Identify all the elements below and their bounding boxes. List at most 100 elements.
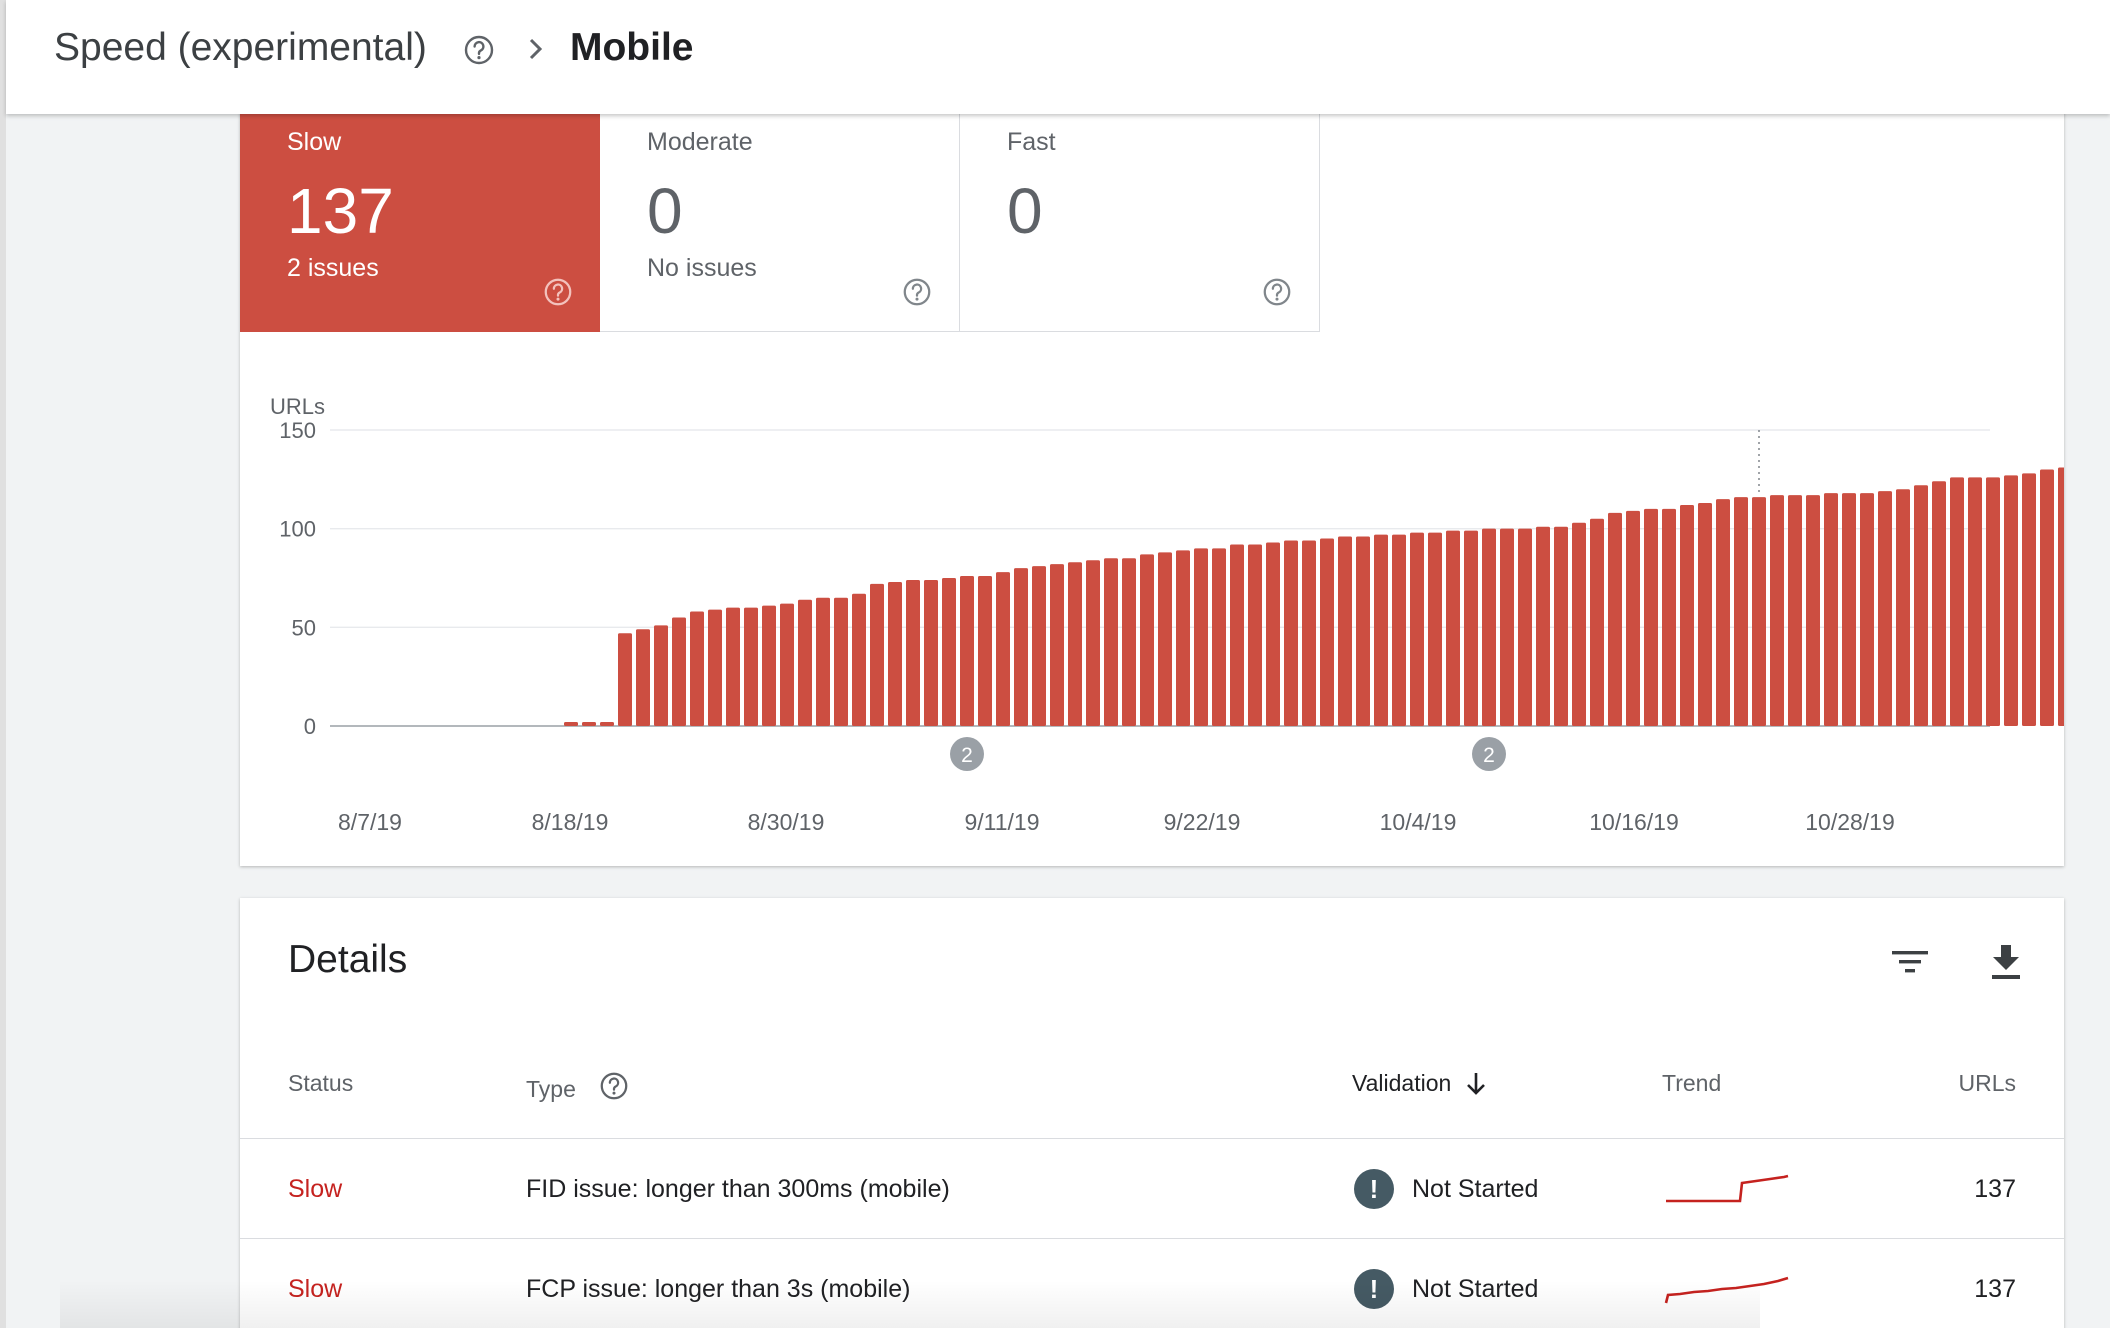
chart-bar bbox=[744, 607, 758, 726]
chart-bar bbox=[834, 597, 848, 726]
details-card: Details Status Type Validation Trend URL… bbox=[240, 898, 2064, 1328]
row-status: Slow bbox=[288, 1274, 343, 1303]
help-icon[interactable] bbox=[901, 276, 933, 313]
chart-bar bbox=[1806, 495, 1820, 726]
chart-bar bbox=[1032, 566, 1046, 726]
row-validation: ! Not Started bbox=[1354, 1139, 1538, 1239]
column-header-validation[interactable]: Validation bbox=[1352, 1070, 1487, 1097]
chart-bar bbox=[1428, 532, 1442, 726]
chart-bar bbox=[1752, 497, 1766, 726]
chart-bar bbox=[924, 579, 938, 726]
chart-bar bbox=[1446, 530, 1460, 726]
chart-bar bbox=[1950, 477, 1964, 726]
chart-bar bbox=[1860, 493, 1874, 726]
row-validation-label: Not Started bbox=[1412, 1174, 1539, 1203]
chart-bar bbox=[1680, 504, 1694, 726]
help-icon[interactable] bbox=[462, 33, 496, 72]
row-validation-label: Not Started bbox=[1412, 1274, 1539, 1303]
chart-bar bbox=[1986, 477, 2000, 726]
row-trend-sparkline bbox=[1660, 1139, 1800, 1239]
chart-bar bbox=[1734, 497, 1748, 726]
chart-bar bbox=[600, 722, 614, 726]
tile-slow[interactable]: Slow 137 2 issues bbox=[240, 114, 600, 332]
y-tick-label: 100 bbox=[279, 517, 316, 542]
y-tick-label: 50 bbox=[292, 615, 316, 640]
tile-moderate-sub: No issues bbox=[647, 254, 757, 282]
x-tick-label: 10/28/19 bbox=[1805, 809, 1895, 835]
row-status: Slow bbox=[288, 1174, 343, 1203]
chart-bar bbox=[1662, 508, 1676, 726]
chevron-right-icon bbox=[524, 34, 548, 69]
chart-bar bbox=[1194, 548, 1208, 726]
tile-moderate[interactable]: Moderate 0 No issues bbox=[600, 114, 960, 332]
chart-bar bbox=[1086, 560, 1100, 726]
chart-bar bbox=[1500, 528, 1514, 726]
column-header-urls: URLs bbox=[1958, 1070, 2016, 1096]
chart-bar bbox=[1464, 530, 1478, 726]
help-icon[interactable] bbox=[542, 276, 574, 313]
chart-bar bbox=[1356, 536, 1370, 726]
chart-bar bbox=[1158, 552, 1172, 726]
y-axis-label: URLs bbox=[270, 394, 325, 419]
breadcrumb-current: Mobile bbox=[570, 26, 694, 69]
chart-bar bbox=[1302, 540, 1316, 726]
chart-bar bbox=[1230, 544, 1244, 726]
annotation-label: 2 bbox=[961, 744, 973, 767]
chart-bar bbox=[1536, 526, 1550, 726]
chart-bar bbox=[816, 597, 830, 726]
chart-bar bbox=[1968, 477, 1982, 726]
tile-fast-label: Fast bbox=[1007, 128, 1056, 156]
breadcrumb-parent[interactable]: Speed (experimental) bbox=[54, 26, 427, 69]
chart-bar bbox=[1896, 489, 1910, 726]
chart-bar bbox=[780, 603, 794, 726]
chart-bar bbox=[1878, 491, 1892, 726]
chart-bar bbox=[672, 617, 686, 726]
help-icon[interactable] bbox=[1261, 276, 1293, 313]
table-row[interactable]: Slow FID issue: longer than 300ms (mobil… bbox=[240, 1138, 2064, 1238]
chart-bar bbox=[618, 633, 632, 726]
chart-bar bbox=[906, 579, 920, 726]
chart-bar bbox=[1392, 534, 1406, 726]
chart-bar bbox=[942, 578, 956, 726]
row-urls: 137 bbox=[1974, 1174, 2016, 1203]
chart-bar bbox=[564, 722, 578, 726]
details-title: Details bbox=[288, 938, 408, 981]
annotation-marker bbox=[950, 737, 984, 771]
chart-bar bbox=[1212, 548, 1226, 726]
chart-bar bbox=[852, 593, 866, 726]
chart-bar bbox=[978, 576, 992, 726]
tile-fast-count: 0 bbox=[1007, 175, 1043, 247]
chart-bar bbox=[708, 609, 722, 726]
chart-bar bbox=[1284, 540, 1298, 726]
table-row[interactable]: Slow FCP issue: longer than 3s (mobile) … bbox=[240, 1238, 2064, 1328]
chart-bar bbox=[888, 581, 902, 726]
annotation-marker bbox=[1472, 737, 1506, 771]
tile-fast[interactable]: Fast 0 bbox=[960, 114, 1320, 332]
download-button[interactable] bbox=[1976, 932, 2036, 992]
sort-arrow-down-icon bbox=[1467, 1072, 1486, 1095]
chart-bar bbox=[654, 625, 668, 726]
chart-bar bbox=[1140, 554, 1154, 726]
chart-bar bbox=[1320, 538, 1334, 726]
chart-bar bbox=[690, 611, 704, 726]
column-header-trend: Trend bbox=[1662, 1070, 1722, 1096]
chart-bar bbox=[1410, 532, 1424, 726]
x-tick-label: 9/22/19 bbox=[1164, 809, 1241, 835]
chart-bar bbox=[1644, 508, 1658, 726]
chart-bar bbox=[1122, 558, 1136, 726]
urls-bar-chart[interactable]: URLs 0 50 100 150 2 2 8/7/19 8/18/19 8/30/19 9/11/… bbox=[240, 362, 2064, 842]
chart-bar bbox=[996, 572, 1010, 726]
urls-chart[interactable]: URLs 0 50 100 150 2 2 8/7/19 8/18/19 8/30/19 9/11/… bbox=[240, 362, 2064, 842]
chart-bar bbox=[2022, 473, 2036, 726]
row-type: FCP issue: longer than 3s (mobile) bbox=[526, 1274, 911, 1303]
chart-bar bbox=[1482, 528, 1496, 726]
chart-bar bbox=[2004, 475, 2018, 726]
chart-bar bbox=[1518, 528, 1532, 726]
tile-slow-label: Slow bbox=[287, 128, 342, 156]
chart-bar bbox=[726, 607, 740, 726]
chart-bar bbox=[1608, 512, 1622, 726]
filter-button[interactable] bbox=[1880, 932, 1940, 992]
help-icon[interactable] bbox=[598, 1070, 630, 1108]
column-header-type-label: Type bbox=[526, 1075, 576, 1102]
page-header: Speed (experimental) Mobile bbox=[6, 0, 2110, 114]
